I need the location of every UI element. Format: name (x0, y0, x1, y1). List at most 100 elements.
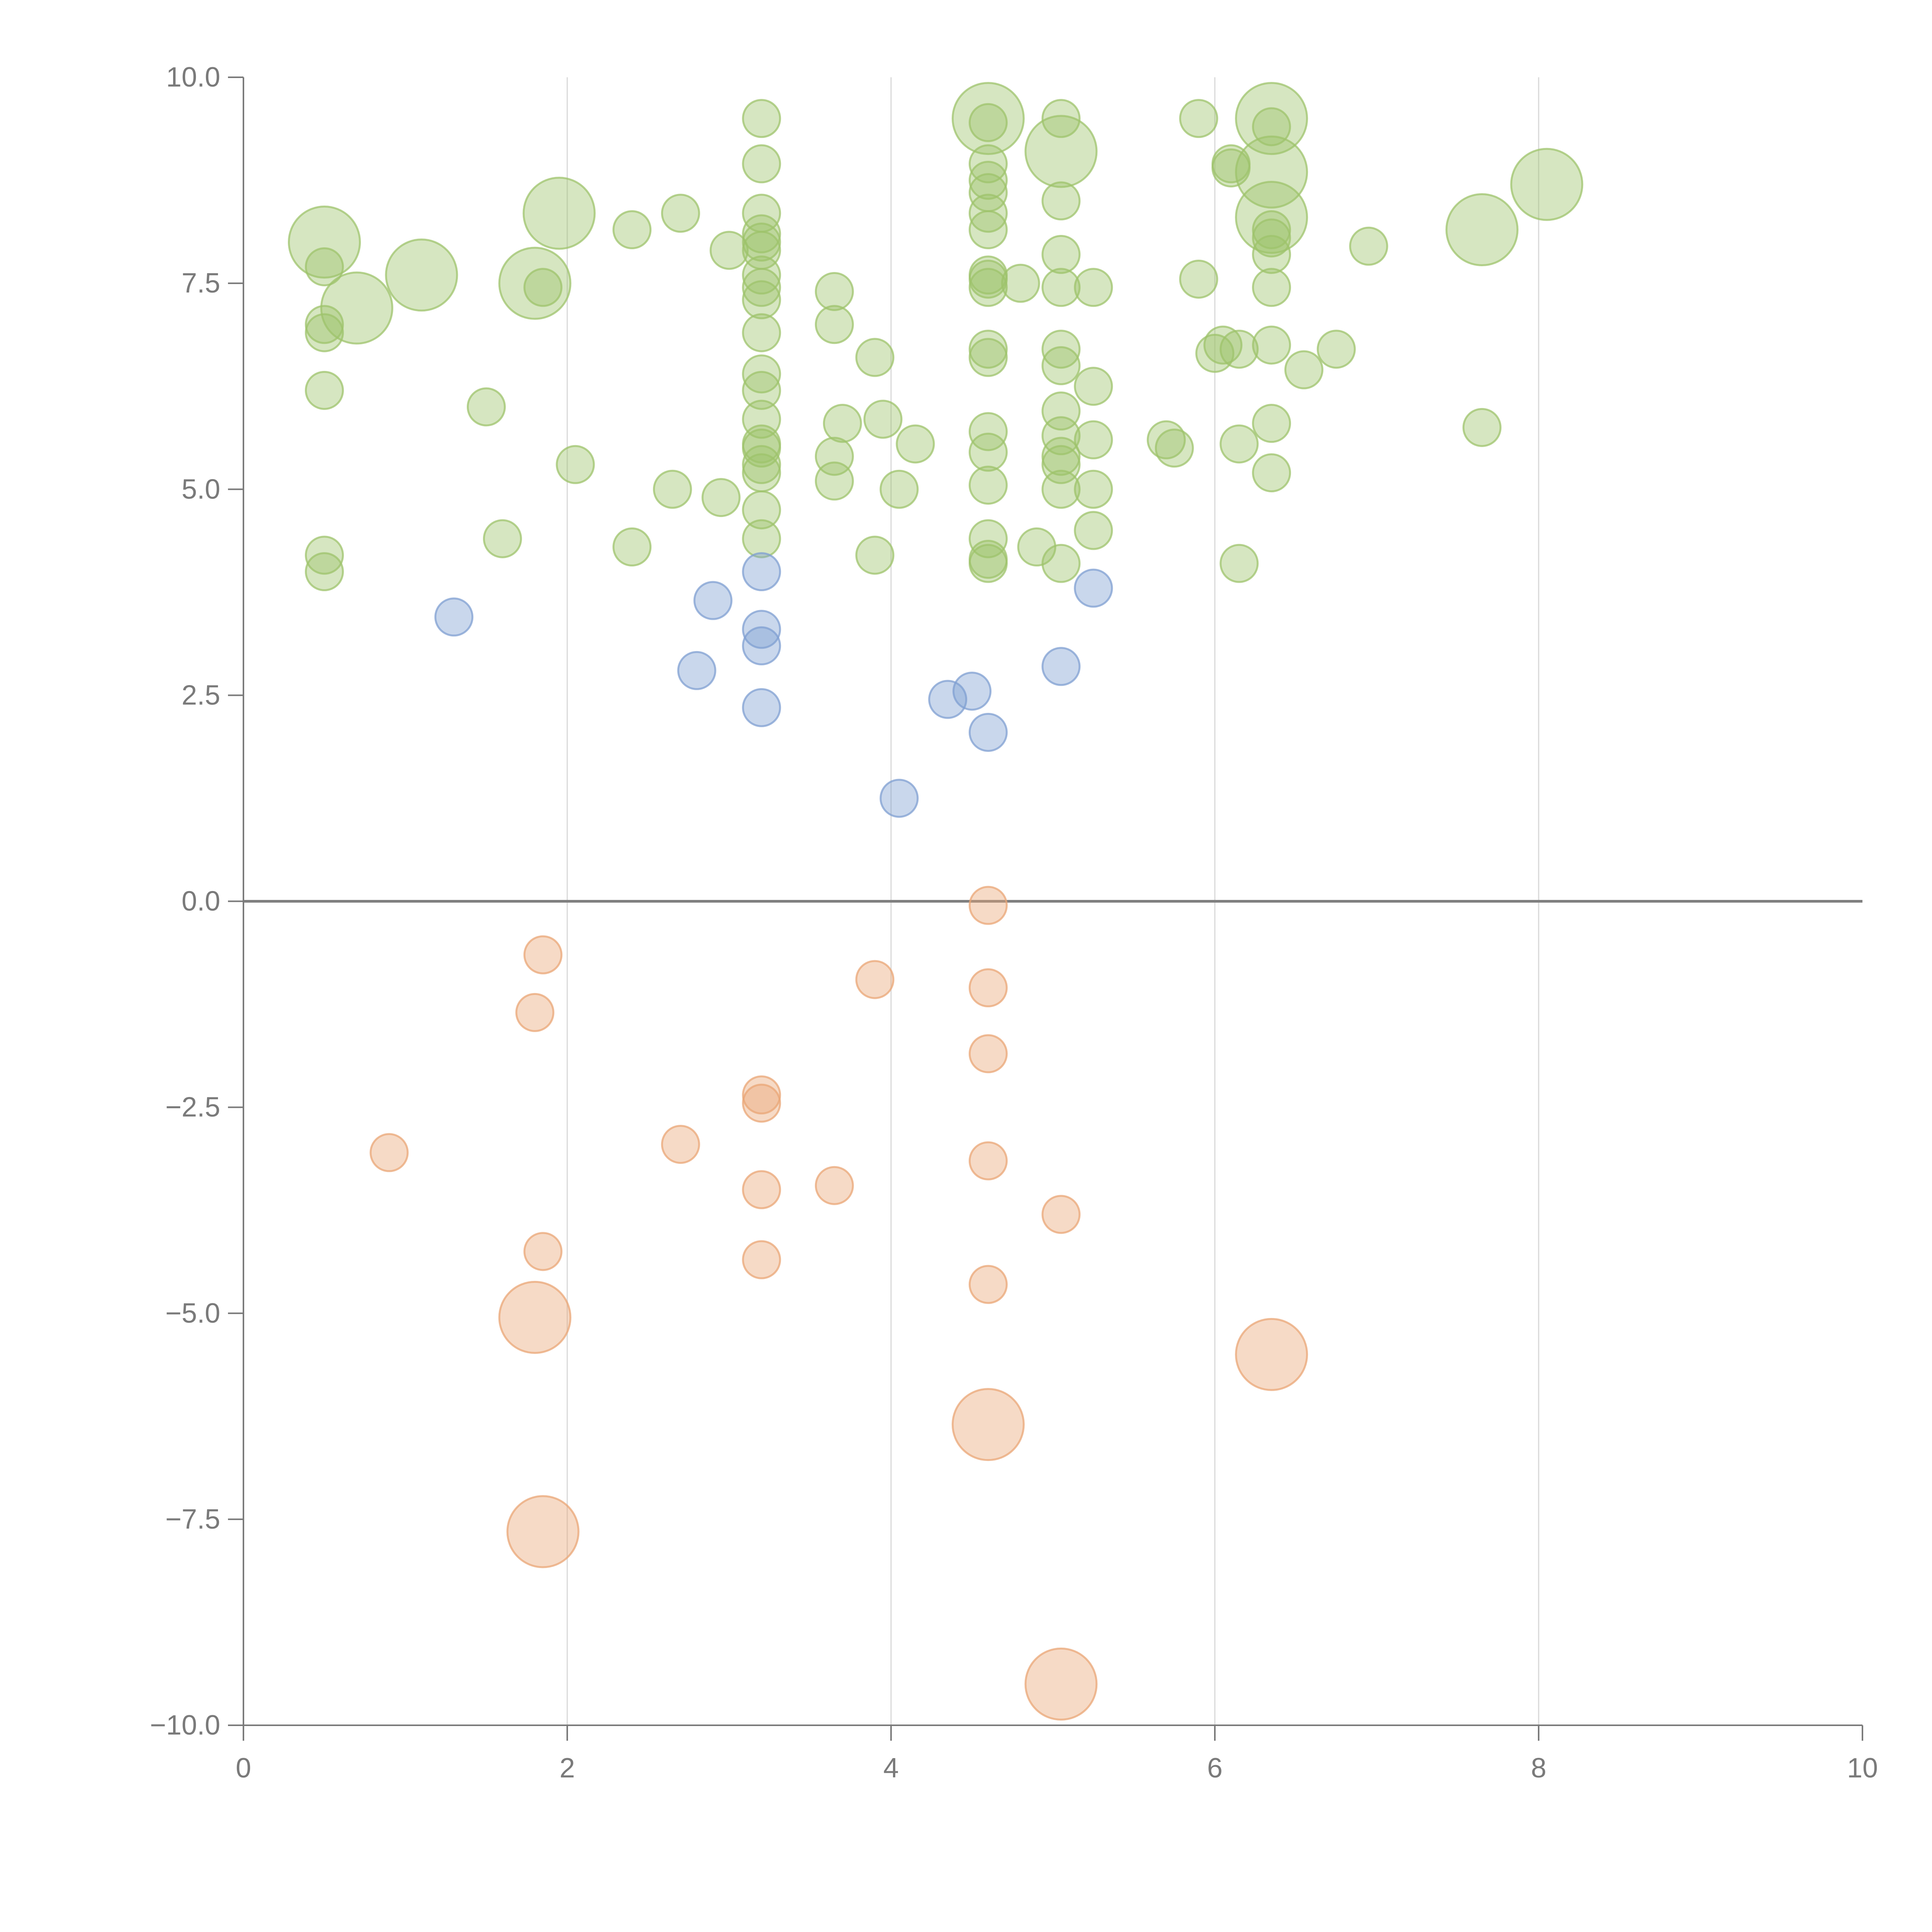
green-point (498, 247, 571, 320)
green-point (742, 453, 781, 493)
green-point (968, 544, 1008, 583)
orange-point (968, 1141, 1008, 1180)
green-point (1041, 437, 1081, 476)
green-point (968, 161, 1008, 200)
green-point (742, 268, 781, 307)
green-point (1219, 424, 1259, 464)
green-point (1041, 268, 1081, 307)
blue-point (742, 610, 781, 649)
green-point (305, 247, 344, 286)
green-point (612, 527, 652, 567)
y-tick-label: −2.5 (165, 1092, 220, 1123)
y-tick-label: 10.0 (166, 62, 220, 93)
green-point (742, 371, 781, 410)
x-tick-label: 6 (1207, 1753, 1223, 1784)
y-tick-label: −10.0 (150, 1710, 220, 1741)
orange-point (515, 993, 554, 1032)
green-point (742, 445, 781, 484)
blue-point (742, 552, 781, 591)
orange-point (968, 1265, 1008, 1304)
green-point (1211, 148, 1251, 188)
green-point (612, 210, 652, 250)
orange-point (523, 1232, 563, 1271)
green-point (556, 445, 595, 484)
green-point (742, 280, 781, 320)
orange-point (855, 960, 895, 999)
green-point (1179, 99, 1218, 138)
green-point (1041, 235, 1081, 274)
green-point (1074, 420, 1113, 459)
green-point (968, 330, 1008, 369)
orange-point (968, 968, 1008, 1007)
green-point (1203, 325, 1243, 365)
green-point (1252, 453, 1291, 493)
green-point (815, 305, 854, 344)
green-point (896, 424, 935, 464)
orange-point (498, 1281, 571, 1354)
series-green (288, 82, 1583, 591)
green-point (1235, 82, 1308, 155)
orange-point (369, 1133, 409, 1172)
axes: 10.0 7.5 5.0 2.5 0.0 −2.5 −5.0 −7.5 −10.0 0 2 4 6 8 10 (150, 62, 1878, 1784)
green-point (1219, 330, 1259, 369)
series-orange (369, 886, 1308, 1721)
x-tick-label: 10 (1847, 1753, 1878, 1784)
green-point (742, 490, 781, 530)
green-point (709, 231, 749, 270)
green-point (1462, 408, 1502, 447)
y-tick-label: −5.0 (165, 1298, 220, 1329)
green-point (522, 177, 596, 250)
blue-point (1041, 647, 1081, 686)
orange-point (742, 1170, 781, 1209)
green-point (742, 214, 781, 253)
blue-point (742, 688, 781, 727)
green-point (1041, 330, 1081, 369)
green-point (1041, 346, 1081, 385)
green-point (1195, 333, 1235, 373)
orange-point (661, 1125, 700, 1164)
green-point (968, 412, 1008, 451)
green-point (305, 313, 344, 352)
green-point (1349, 226, 1388, 266)
green-point (1017, 527, 1056, 567)
orange-point (742, 1083, 781, 1123)
data-points (288, 82, 1583, 1721)
green-point (1041, 181, 1081, 221)
green-point (1445, 193, 1519, 267)
green-point (742, 99, 781, 138)
orange-point (506, 1495, 580, 1568)
orange-point (1041, 1195, 1081, 1234)
green-point (855, 338, 895, 377)
green-point (742, 519, 781, 558)
orange-point (968, 886, 1008, 925)
y-tick-label: 0.0 (182, 886, 220, 917)
x-tick-label: 0 (236, 1753, 251, 1784)
green-point (968, 466, 1008, 505)
blue-point (952, 672, 992, 711)
orange-point (968, 1034, 1008, 1073)
green-point (1252, 218, 1291, 258)
orange-point (523, 935, 563, 975)
green-point (1252, 235, 1291, 274)
y-tick-label: 7.5 (182, 268, 220, 299)
green-point (1074, 367, 1113, 406)
blue-point (677, 651, 716, 690)
green-point (1074, 268, 1113, 307)
green-point (1252, 107, 1291, 146)
green-point (815, 461, 854, 501)
green-point (305, 536, 344, 575)
green-point (968, 338, 1008, 377)
green-point (855, 536, 895, 575)
green-point (1074, 469, 1113, 509)
green-point (863, 400, 903, 439)
green-point (661, 194, 700, 233)
green-point (742, 354, 781, 394)
green-point (1235, 135, 1308, 209)
green-point (653, 469, 692, 509)
y-tick-label: 2.5 (182, 680, 220, 711)
blue-point (434, 597, 474, 637)
blue-point (742, 626, 781, 665)
green-point (1041, 416, 1081, 456)
